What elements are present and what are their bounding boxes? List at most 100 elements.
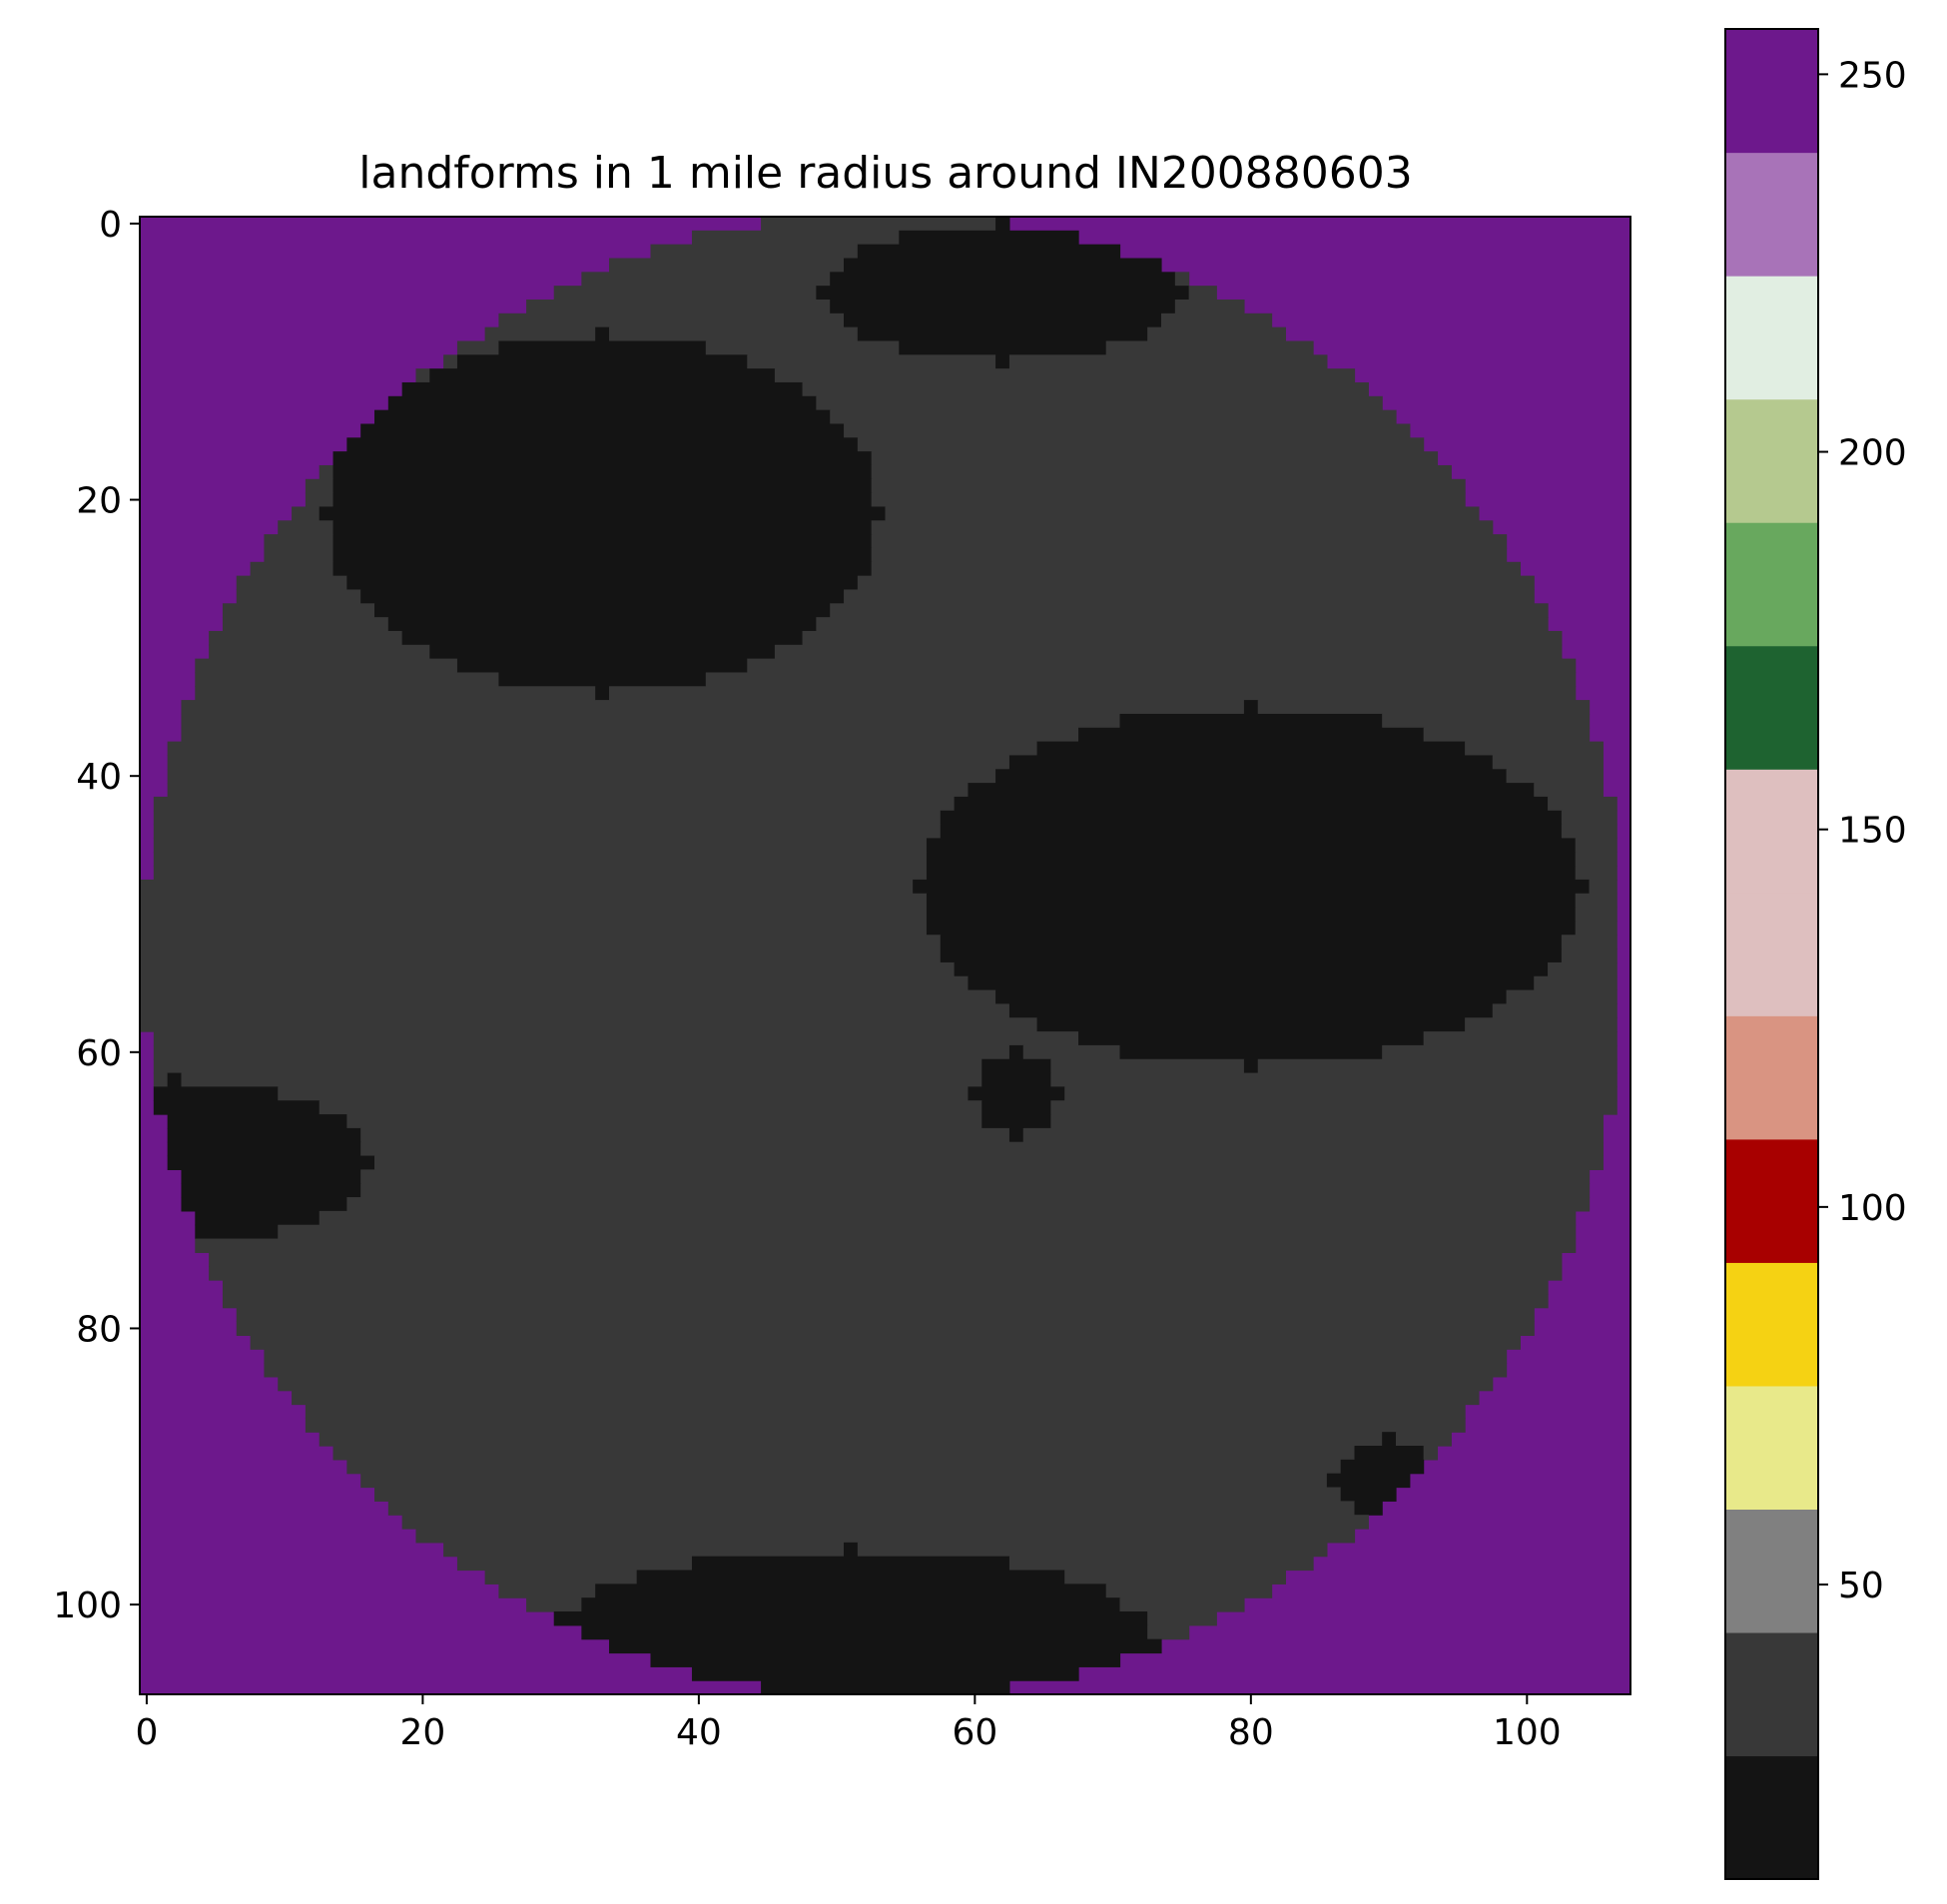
- heatmap-cell: [374, 1155, 1604, 1170]
- heatmap-cell: [332, 464, 873, 480]
- heatmap-cell: [1340, 1487, 1397, 1502]
- heatmap-cell: [1147, 1624, 1190, 1640]
- heatmap-cell: [553, 286, 817, 301]
- heatmap-cell: [332, 561, 873, 577]
- heatmap-cell: [292, 1390, 1480, 1406]
- heatmap-cell: [1382, 1044, 1618, 1060]
- colorbar-segment: [1725, 1262, 1818, 1387]
- heatmap-cell: [1423, 1446, 1439, 1461]
- heatmap-cell: [926, 907, 1577, 923]
- heatmap-cell: [1008, 1127, 1024, 1143]
- colorbar-tick-label: 200: [1838, 433, 1907, 474]
- heatmap-cell: [140, 975, 970, 991]
- heatmap-cell: [871, 451, 1439, 466]
- heatmap-cell: [1465, 1017, 1618, 1032]
- heatmap-cell: [181, 1169, 361, 1184]
- heatmap-cell: [278, 1086, 970, 1101]
- heatmap-cell: [401, 381, 804, 397]
- heatmap-cell: [195, 686, 596, 701]
- heatmap-cell: [222, 1280, 1549, 1295]
- heatmap-cell: [857, 437, 1425, 452]
- heatmap-cell: [899, 340, 1107, 355]
- heatmap-cell: [844, 313, 1162, 328]
- heatmap-cell: [1575, 907, 1618, 923]
- heatmap-cell: [899, 230, 1079, 246]
- colorbar-segment: [1725, 1015, 1818, 1140]
- heatmap-cell: [1575, 893, 1618, 909]
- heatmap-cell: [830, 409, 1397, 425]
- heatmap-cell: [830, 299, 1176, 315]
- heatmap-cell: [167, 1155, 375, 1170]
- heatmap-cell: [332, 1446, 1356, 1461]
- heatmap-cell: [526, 299, 831, 315]
- heatmap-cell: [346, 1197, 1591, 1212]
- heatmap-cell: [305, 1404, 1466, 1419]
- heatmap-cell: [995, 769, 1508, 784]
- heatmap-cell: [609, 1638, 1162, 1654]
- heatmap-cell: [167, 769, 996, 784]
- heatmap-cell: [319, 506, 887, 521]
- heatmap-cell: [387, 617, 817, 632]
- colorbar: [1725, 29, 1818, 1880]
- x-tick-label: 60: [952, 1712, 997, 1753]
- heatmap-cell: [153, 866, 928, 881]
- heatmap-cell: [1147, 1611, 1217, 1626]
- heatmap-cell: [926, 921, 1577, 936]
- heatmap-cell: [456, 1556, 693, 1572]
- heatmap-cell: [581, 272, 831, 287]
- heatmap-cell: [140, 961, 956, 977]
- heatmap-cell: [830, 603, 1549, 618]
- heatmap-cell: [1036, 1017, 1466, 1032]
- heatmap-cell: [153, 810, 942, 826]
- colorbar-tick-label: 100: [1838, 1188, 1907, 1229]
- heatmap-cell: [278, 520, 334, 535]
- heatmap-cell: [209, 630, 403, 646]
- heatmap-cell: [401, 1515, 1369, 1530]
- heatmap-cell: [195, 1224, 279, 1240]
- y-tick-label: 80: [76, 1309, 122, 1350]
- heatmap-cell: [153, 1086, 279, 1101]
- heatmap-cell: [1382, 1432, 1397, 1447]
- heatmap-cell: [981, 1100, 1051, 1115]
- heatmap-cell: [278, 1376, 1494, 1392]
- heatmap-cell: [1050, 1072, 1618, 1087]
- heatmap-cell: [360, 1169, 1591, 1184]
- heatmap-cell: [1492, 755, 1604, 770]
- heatmap-cell: [940, 810, 1563, 826]
- heatmap-cell: [1257, 1058, 1618, 1074]
- heatmap-cell: [968, 975, 1535, 991]
- colorbar-segment: [1725, 1509, 1818, 1633]
- heatmap-cell: [167, 783, 970, 798]
- heatmap-cell: [1561, 810, 1618, 826]
- heatmap-cell: [871, 478, 1466, 494]
- heatmap-cell: [167, 1127, 361, 1143]
- heatmap-cell: [802, 630, 1563, 646]
- heatmap-cell: [443, 354, 458, 369]
- heatmap-cell: [167, 1114, 347, 1129]
- y-tick-label: 20: [76, 481, 122, 522]
- colorbar-segment: [1725, 152, 1818, 277]
- heatmap-cell: [526, 1597, 582, 1612]
- heatmap-cell: [209, 1252, 1563, 1267]
- colorbar-segment: [1725, 276, 1818, 400]
- heatmap-cell: [940, 824, 1563, 840]
- heatmap-cell: [1395, 1432, 1452, 1447]
- heatmap-cell: [167, 741, 1038, 757]
- heatmap-cell: [1008, 1044, 1024, 1060]
- heatmap-cell: [1064, 1570, 1286, 1585]
- heatmap-cell: [1465, 741, 1604, 757]
- heatmap-cell: [332, 534, 873, 549]
- heatmap-cell: [581, 1597, 1121, 1612]
- heatmap-cell: [167, 755, 1010, 770]
- colorbar-frame: [1724, 28, 1819, 1880]
- heatmap-cell: [1022, 1127, 1604, 1143]
- heatmap-cell: [264, 547, 334, 563]
- heatmap-cell: [871, 547, 1508, 563]
- heatmap-cell: [995, 217, 1010, 232]
- heatmap-cell: [761, 1680, 1010, 1695]
- colorbar-segment: [1725, 769, 1818, 894]
- heatmap-cell: [913, 879, 1591, 895]
- heatmap-cell: [387, 1501, 1356, 1516]
- heatmap-cell: [1561, 824, 1618, 840]
